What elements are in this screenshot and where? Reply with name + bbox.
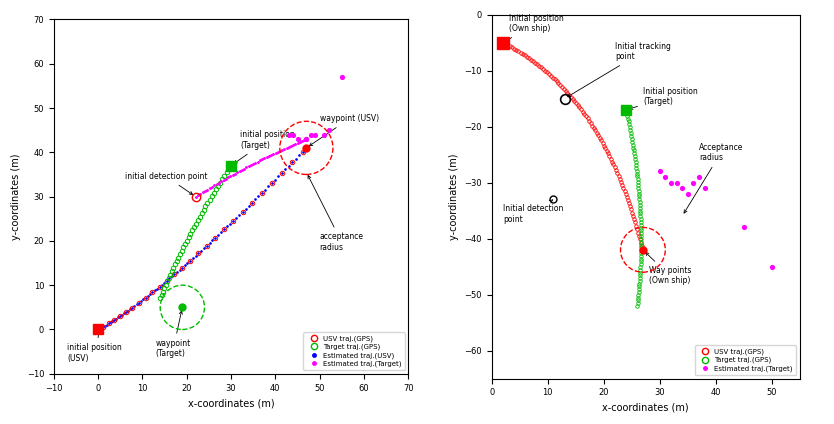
Point <box>737 224 751 231</box>
Point <box>686 179 700 186</box>
Point <box>304 131 318 138</box>
Legend: USV traj.(GPS), Target traj.(GPS), Estimated traj.(Target): USV traj.(GPS), Target traj.(GPS), Estim… <box>695 345 796 375</box>
Point <box>676 185 689 192</box>
Point <box>286 131 299 138</box>
Text: initial position
(USV): initial position (USV) <box>68 331 122 363</box>
Point <box>664 179 677 186</box>
Point <box>299 136 313 142</box>
Point <box>335 74 349 81</box>
Point <box>322 127 335 134</box>
X-axis label: x-coordinates (m): x-coordinates (m) <box>188 398 274 408</box>
Point <box>282 131 295 138</box>
Text: initial position
(Target): initial position (Target) <box>234 131 294 164</box>
Point <box>653 168 666 175</box>
Point <box>309 131 322 138</box>
Text: Acceptance
radius: Acceptance radius <box>684 143 743 213</box>
Point <box>681 190 695 197</box>
Point <box>318 131 331 138</box>
Point <box>291 136 304 142</box>
Point <box>670 179 683 186</box>
Text: waypoint (USV): waypoint (USV) <box>309 114 379 146</box>
Text: Initial position
(Target): Initial position (Target) <box>630 87 698 109</box>
Point <box>659 173 672 180</box>
Text: acceptance
radius: acceptance radius <box>308 176 364 252</box>
X-axis label: x-coordinates (m): x-coordinates (m) <box>602 403 689 413</box>
Text: Way points
(Own ship): Way points (Own ship) <box>646 252 691 285</box>
Point <box>698 185 711 192</box>
Text: Initial tracking
point: Initial tracking point <box>568 42 671 97</box>
Y-axis label: y-coordinates (m): y-coordinates (m) <box>11 153 21 240</box>
Text: Initial position
(Own ship): Initial position (Own ship) <box>506 14 563 41</box>
Legend: USV traj.(GPS), Target traj.(GPS), Estimated traj.(USV), Estimated traj.(Target): USV traj.(GPS), Target traj.(GPS), Estim… <box>304 332 404 370</box>
Text: waypoint
(Target): waypoint (Target) <box>156 311 191 358</box>
Text: initial detection point: initial detection point <box>125 172 208 195</box>
Point <box>692 173 706 180</box>
Point <box>299 136 313 142</box>
Point <box>765 263 778 270</box>
Y-axis label: y-coordinates (m): y-coordinates (m) <box>449 153 459 240</box>
Text: Initial detection
point: Initial detection point <box>503 200 563 224</box>
